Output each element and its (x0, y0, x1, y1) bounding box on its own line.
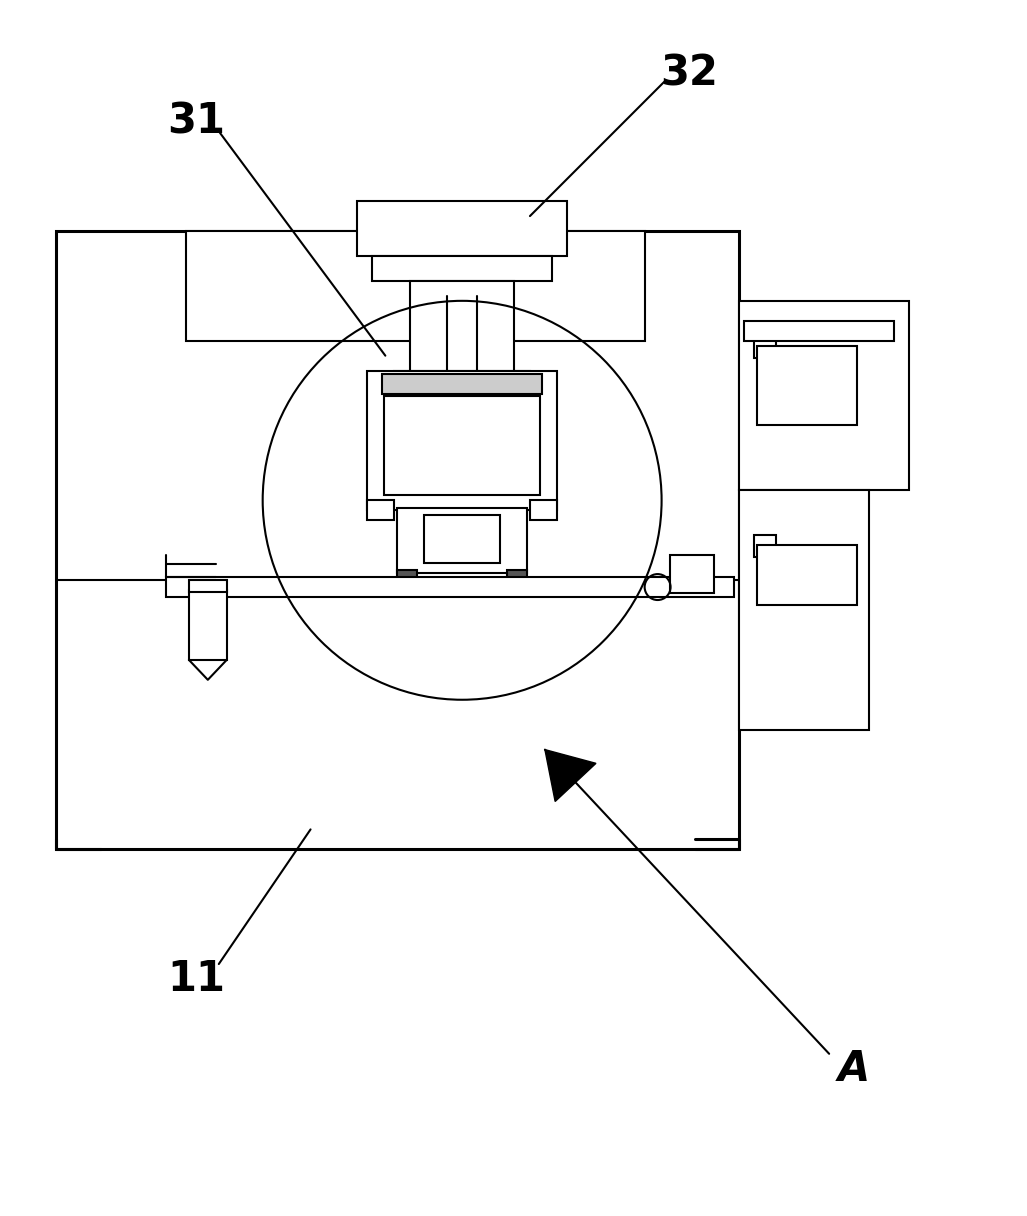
Bar (410, 478, 432, 500)
Bar (432, 500, 492, 540)
Bar (189, 590, 227, 660)
Bar (755, 336, 776, 358)
Bar (739, 300, 909, 490)
Bar (745, 321, 893, 340)
Bar (492, 478, 514, 500)
Bar (368, 500, 394, 520)
Text: 32: 32 (660, 52, 719, 95)
Bar (394, 371, 530, 435)
Bar (739, 490, 869, 730)
Bar (373, 255, 551, 281)
Bar (384, 395, 540, 495)
Bar (507, 570, 527, 584)
Bar (397, 508, 527, 573)
Bar (757, 345, 858, 426)
Bar (670, 556, 715, 593)
Bar (189, 580, 227, 592)
Bar (757, 545, 858, 606)
Bar (186, 231, 645, 340)
Bar (410, 281, 514, 430)
Bar (382, 373, 542, 394)
Text: 31: 31 (166, 100, 225, 142)
Text: A: A (838, 1048, 870, 1090)
Bar (357, 201, 567, 255)
Bar (166, 578, 734, 597)
Text: 11: 11 (166, 958, 225, 1000)
Bar (56, 231, 739, 849)
Polygon shape (545, 749, 596, 801)
Bar (530, 500, 557, 520)
Bar (424, 516, 500, 563)
Bar (755, 535, 776, 557)
Bar (397, 570, 417, 584)
Bar (368, 371, 557, 511)
